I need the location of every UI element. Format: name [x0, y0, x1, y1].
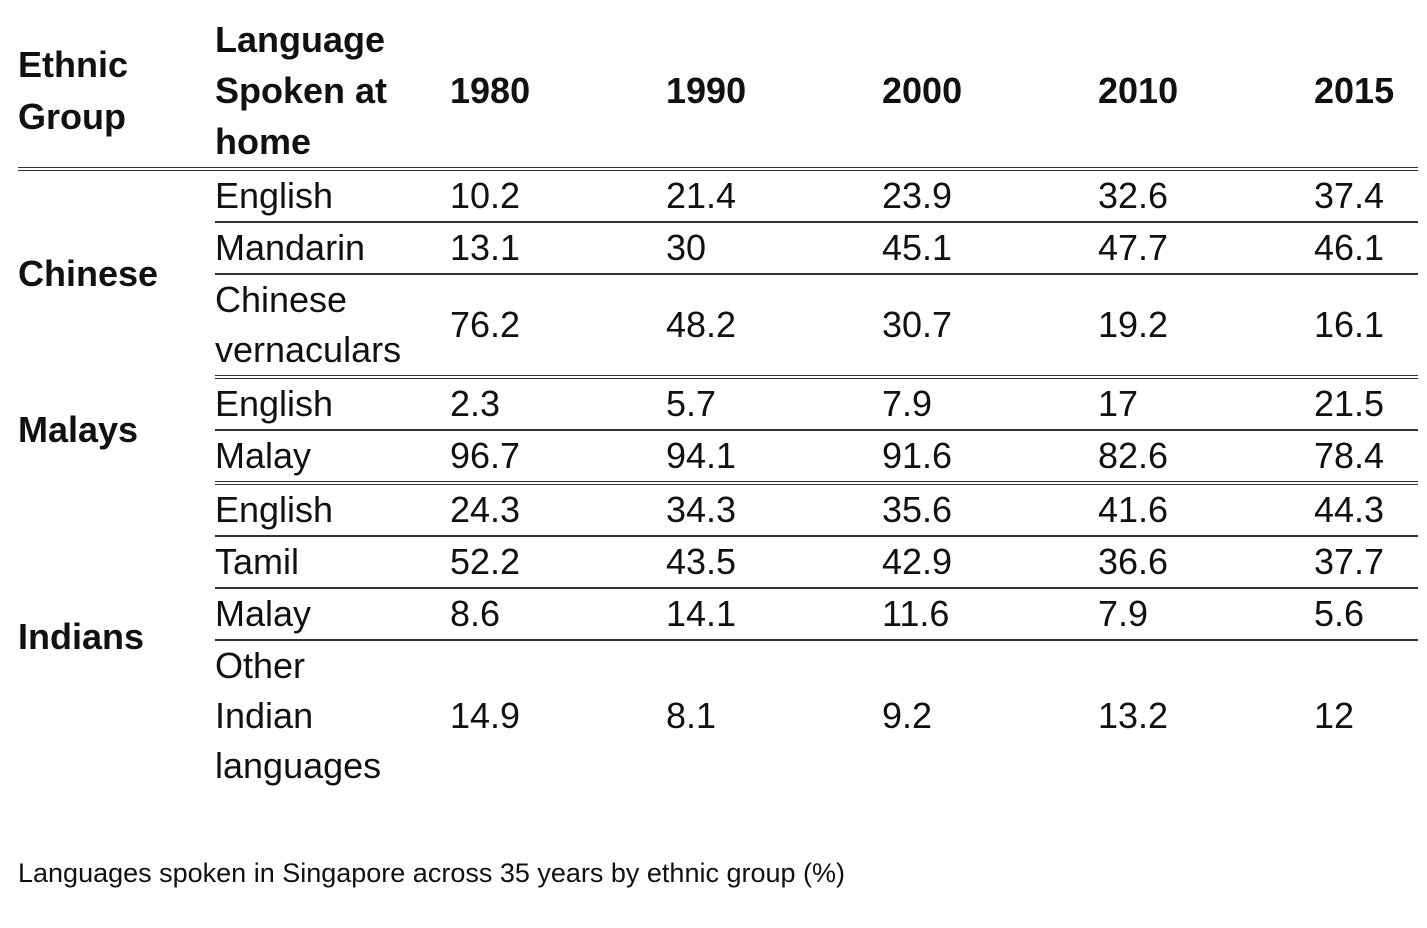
language-cell: Malay — [215, 430, 450, 485]
value-cell-1990: 8.1 — [666, 695, 717, 736]
value-cell-2010: 17 — [1098, 377, 1314, 431]
value-cell-2000: 91.6 — [882, 430, 1098, 485]
ethnic-group-cell: Indians — [18, 616, 145, 657]
languages-table: Ethnic Group Language Spoken at home 1980 1990… — [18, 14, 1418, 791]
value-cell-1980: 2.3 — [450, 377, 666, 431]
ethnic-group-cell: Chinese — [18, 253, 159, 294]
value-cell-1980: 8.6 — [450, 588, 666, 641]
header-row: Ethnic Group Language Spoken at home 1980 1990… — [18, 14, 1418, 171]
value-cell-1990: 21.4 — [666, 169, 882, 223]
column-header-2015: 2015 — [1314, 14, 1418, 171]
value-cell-1980: 52.2 — [450, 536, 666, 589]
language-cell: Tamil — [215, 536, 450, 589]
value-cell-2010: 32.6 — [1098, 169, 1314, 223]
table-body: Chinese English 10.2 21.4 23.9 32.6 37.4 Mandar… — [18, 169, 1418, 791]
value-cell-1980: 13.1 — [450, 222, 666, 275]
value-cell-2000: 35.6 — [882, 483, 1098, 537]
value-cell-2000: 30.7 — [882, 274, 1098, 379]
column-header-1990: 1990 — [666, 14, 882, 171]
value-cell-2015: 44.3 — [1314, 483, 1418, 537]
value-cell-2015: 37.7 — [1314, 536, 1418, 589]
value-cell-2000: 9.2 — [882, 695, 933, 736]
value-cell-1980: 96.7 — [450, 430, 666, 485]
table-row: Malay 8.6 14.1 11.6 7.9 5.6 — [18, 588, 1418, 641]
value-cell-2015: 46.1 — [1314, 222, 1418, 275]
language-cell: Other Indian languages — [215, 645, 382, 786]
value-cell-1990: 48.2 — [666, 274, 882, 379]
table-row: Other Indian languages 14.9 8.1 9.2 13.2 12 — [18, 640, 1418, 791]
column-header-ethnic-group: Ethnic Group — [18, 14, 215, 171]
value-cell-1990: 94.1 — [666, 430, 882, 485]
value-cell-2000: 45.1 — [882, 222, 1098, 275]
language-cell: Mandarin — [215, 222, 450, 275]
column-header-language-spoken-at-home: Language Spoken at home — [215, 14, 450, 171]
value-cell-1980: 14.9 — [450, 695, 521, 736]
language-cell: English — [215, 483, 450, 537]
table-row: Malays English 2.3 5.7 7.9 17 21.5 — [18, 377, 1418, 450]
value-cell-2015: 78.4 — [1314, 430, 1418, 485]
table-row: Chinese vernaculars 76.2 48.2 30.7 19.2 16.1 — [18, 274, 1418, 379]
table-row: Tamil 52.2 43.5 42.9 36.6 37.7 — [18, 536, 1418, 589]
value-cell-1990: 14.1 — [666, 588, 882, 641]
value-cell-2010: 47.7 — [1098, 222, 1314, 275]
column-header-2010: 2010 — [1098, 14, 1314, 171]
value-cell-2010: 82.6 — [1098, 430, 1314, 485]
value-cell-2010: 36.6 — [1098, 536, 1314, 589]
language-cell: Chinese vernaculars — [215, 274, 450, 379]
table-caption: Languages spoken in Singapore across 35 … — [18, 858, 846, 888]
value-cell-2000: 7.9 — [882, 377, 1098, 431]
column-header-2000: 2000 — [882, 14, 1098, 171]
table-row: Chinese English 10.2 21.4 23.9 32.6 37.4 — [18, 169, 1418, 294]
value-cell-1990: 43.5 — [666, 536, 882, 589]
value-cell-1980: 10.2 — [450, 169, 666, 223]
value-cell-2015: 12 — [1314, 695, 1355, 736]
language-cell: Malay — [215, 588, 450, 641]
value-cell-2000: 11.6 — [882, 588, 1098, 641]
value-cell-2015: 37.4 — [1314, 169, 1418, 223]
value-cell-2000: 42.9 — [882, 536, 1098, 589]
value-cell-1990: 30 — [666, 222, 882, 275]
language-cell: English — [215, 169, 450, 223]
table-row: Malay 96.7 94.1 91.6 82.6 78.4 — [18, 430, 1418, 485]
value-cell-2010: 7.9 — [1098, 588, 1314, 641]
value-cell-1990: 34.3 — [666, 483, 882, 537]
value-cell-2015: 5.6 — [1314, 588, 1418, 641]
value-cell-2010: 41.6 — [1098, 483, 1314, 537]
value-cell-1990: 5.7 — [666, 377, 882, 431]
table-row: Indians English 24.3 34.3 35.6 41.6 44.3 — [18, 483, 1418, 657]
value-cell-2000: 23.9 — [882, 169, 1098, 223]
value-cell-2015: 16.1 — [1314, 274, 1418, 379]
ethnic-group-cell: Malays — [18, 409, 139, 450]
value-cell-2010: 13.2 — [1098, 695, 1169, 736]
value-cell-1980: 76.2 — [450, 274, 666, 379]
table-row: Mandarin 13.1 30 45.1 47.7 46.1 — [18, 222, 1418, 275]
value-cell-1980: 24.3 — [450, 483, 666, 537]
value-cell-2015: 21.5 — [1314, 377, 1418, 431]
column-header-1980: 1980 — [450, 14, 666, 171]
value-cell-2010: 19.2 — [1098, 274, 1314, 379]
language-cell: English — [215, 377, 450, 431]
